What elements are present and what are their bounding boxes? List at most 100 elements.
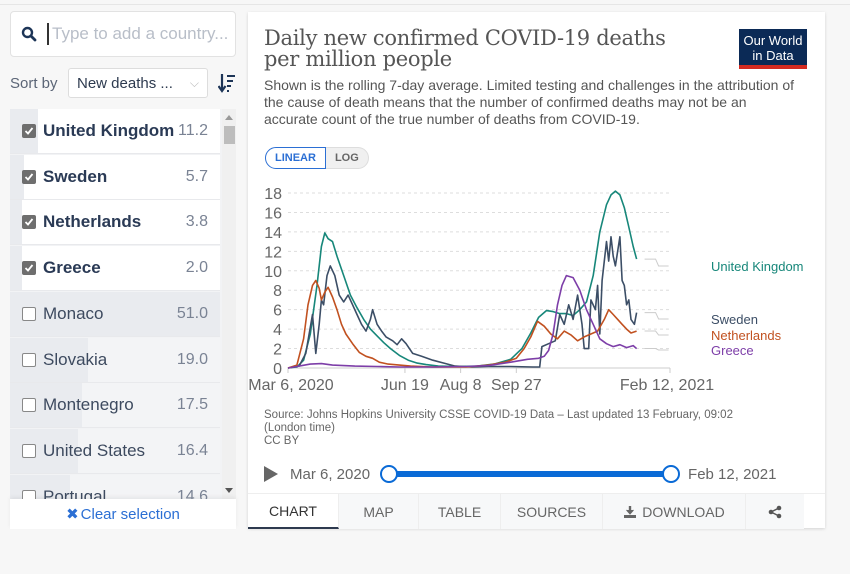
- share-button[interactable]: [746, 494, 804, 529]
- search-icon: [11, 26, 47, 42]
- country-row[interactable]: Montenegro 17.5: [10, 383, 220, 429]
- x-tick-label: Mar 6, 2020: [248, 377, 333, 394]
- tab-sources[interactable]: SOURCES: [501, 494, 603, 529]
- row-value-bar: [10, 428, 78, 473]
- scale-toggle: LINEAR LOG: [265, 147, 369, 169]
- row-value-bar: [10, 246, 22, 291]
- country-row[interactable]: Monaco 51.0: [10, 291, 220, 337]
- country-name: Portugal: [43, 486, 107, 499]
- country-row[interactable]: Sweden 5.7: [10, 154, 220, 200]
- chart-card: Daily new confirmed COVID-19 deaths per …: [248, 12, 825, 529]
- row-value-bar: [10, 291, 220, 336]
- y-tick-label: 10: [264, 264, 282, 281]
- timeline-start-date: Mar 6, 2020: [290, 465, 371, 483]
- country-list: Portugal 14.6 United States 16.4 Montenegro 1…: [10, 109, 236, 499]
- tab-map[interactable]: MAP: [339, 494, 419, 529]
- country-row[interactable]: United Kingdom 11.2: [10, 109, 220, 154]
- tab-download[interactable]: DOWNLOAD: [603, 494, 746, 529]
- series-line: [287, 236, 638, 369]
- x-tick-label: Jun 19: [381, 377, 429, 394]
- country-row[interactable]: United States 16.4: [10, 428, 220, 474]
- country-name: Monaco: [43, 303, 104, 323]
- legend-connector: [644, 348, 669, 351]
- checkmark-icon: [24, 218, 34, 227]
- checkmark-icon: [24, 127, 34, 135]
- scroll-down-icon[interactable]: [225, 488, 233, 493]
- sort-select[interactable]: New deaths ... ⌵: [68, 68, 208, 98]
- linear-scale-button[interactable]: LINEAR: [265, 147, 326, 169]
- timeline-end-handle[interactable]: [662, 465, 681, 483]
- source-line-2: (London time): [264, 422, 335, 434]
- y-tick-label: 16: [264, 205, 282, 222]
- chevron-down-icon: ⌵: [189, 75, 199, 90]
- checkmark-icon: [24, 264, 34, 272]
- row-value-bar: [10, 154, 25, 199]
- y-tick-label: 14: [264, 225, 282, 242]
- country-value: 5.7: [185, 167, 208, 185]
- legend-connector: [644, 330, 669, 336]
- clear-selection-label: Clear selection: [80, 505, 180, 523]
- country-name: Netherlands: [43, 212, 142, 232]
- checkbox-unchecked[interactable]: [22, 489, 36, 499]
- timeline: Mar 6, 2020 Feb 12, 2021: [264, 462, 809, 486]
- close-icon: ✖: [66, 506, 79, 523]
- log-scale-button[interactable]: LOG: [325, 147, 369, 169]
- country-value: 14.6: [176, 487, 208, 499]
- chart-subtitle: Shown is the rolling 7-day average. Limi…: [264, 77, 794, 127]
- play-icon[interactable]: [264, 466, 278, 482]
- country-name: Sweden: [43, 166, 108, 186]
- owid-logo[interactable]: Our World in Data: [739, 29, 807, 69]
- download-icon: [624, 505, 637, 518]
- country-search-input[interactable]: [47, 23, 229, 45]
- checkbox-checked[interactable]: [22, 215, 36, 230]
- sort-order-icon[interactable]: [217, 72, 236, 94]
- country-value: 3.8: [185, 213, 208, 231]
- row-background: [10, 246, 220, 291]
- legend-connector: [644, 312, 669, 320]
- country-value: 11.2: [178, 122, 208, 139]
- checkbox-checked[interactable]: [22, 261, 36, 276]
- country-row[interactable]: Netherlands 3.8: [10, 200, 220, 246]
- checkmark-icon: [24, 173, 34, 181]
- row-background: [10, 200, 220, 245]
- y-tick-label: 8: [273, 283, 282, 300]
- checkbox-unchecked[interactable]: [22, 398, 36, 413]
- source-line-1: Source: Johns Hopkins University CSSE CO…: [264, 409, 733, 421]
- y-tick-label: 12: [264, 244, 282, 261]
- share-icon: [768, 505, 782, 518]
- checkbox-unchecked[interactable]: [22, 306, 36, 321]
- country-row[interactable]: Slovakia 19.0: [10, 337, 220, 383]
- scroll-thumb[interactable]: [224, 126, 235, 144]
- timeline-slider[interactable]: [380, 464, 681, 484]
- sort-by-label: Sort by: [10, 74, 58, 92]
- timeline-end-date: Feb 12, 2021: [688, 465, 777, 483]
- checkbox-unchecked[interactable]: [22, 443, 36, 458]
- top-divider: [0, 4, 850, 5]
- tab-chart[interactable]: CHART: [248, 494, 339, 529]
- license-link[interactable]: CC BY: [264, 435, 300, 447]
- logo-line-2: in Data: [752, 48, 794, 63]
- country-name: Slovakia: [43, 349, 108, 369]
- y-tick-label: 4: [273, 322, 282, 339]
- country-row[interactable]: Greece 2.0: [10, 246, 220, 292]
- chart-title: Daily new confirmed COVID-19 deaths per …: [264, 26, 666, 71]
- list-scrollbar[interactable]: [222, 109, 236, 499]
- country-name: United Kingdom: [43, 121, 175, 140]
- legend-label: Sweden: [711, 312, 758, 327]
- country-name: United States: [43, 440, 146, 460]
- country-value: 19.0: [176, 350, 208, 368]
- sort-select-value: New deaths ...: [77, 74, 173, 92]
- checkbox-checked[interactable]: [22, 124, 36, 138]
- x-tick-label: Aug 8: [440, 377, 482, 394]
- row-background: [10, 154, 220, 199]
- clear-selection-button[interactable]: ✖ Clear selection: [10, 499, 236, 529]
- checkbox-checked[interactable]: [22, 169, 36, 184]
- scroll-up-icon[interactable]: [225, 115, 233, 120]
- country-search[interactable]: [10, 11, 236, 57]
- checkbox-unchecked[interactable]: [22, 352, 36, 367]
- logo-line-1: Our World: [743, 33, 803, 48]
- tab-download-label: DOWNLOAD: [642, 503, 725, 520]
- timeline-start-handle[interactable]: [380, 465, 399, 483]
- country-row[interactable]: Portugal 14.6: [10, 474, 220, 499]
- tab-table[interactable]: TABLE: [419, 494, 501, 529]
